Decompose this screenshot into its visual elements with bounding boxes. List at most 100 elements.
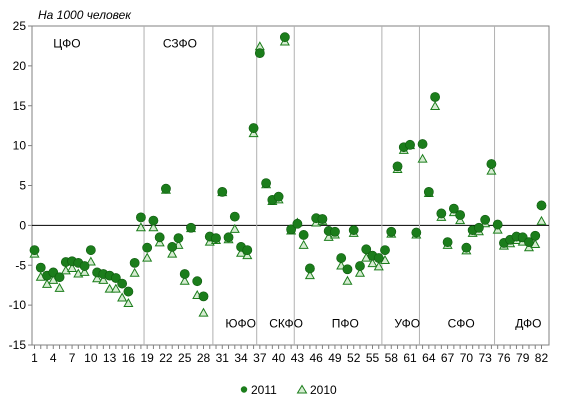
x-tick-label: 52 xyxy=(347,351,361,365)
data-point-2011 xyxy=(142,242,153,253)
data-point-2011 xyxy=(129,257,140,268)
data-point-2011 xyxy=(179,269,190,279)
data-point-2010 xyxy=(98,274,109,284)
x-axis-ticks: 1 4 7 10 13 16 19 22 25 28 31 34 37 40 43 46 49 52 55 58 61 6… xyxy=(31,345,548,365)
data-point-2010 xyxy=(142,252,153,262)
data-point-2011 xyxy=(29,245,40,255)
data-point-2010 xyxy=(167,248,178,258)
x-tick-label: 34 xyxy=(234,351,248,365)
data-point-2011 xyxy=(330,226,340,237)
x-tick-label: 76 xyxy=(497,351,511,365)
data-point-2011 xyxy=(211,233,221,244)
data-point-2010 xyxy=(417,153,428,163)
data-point-2010 xyxy=(60,265,71,275)
legend: 2011 2010 xyxy=(240,383,337,397)
data-point-2011 xyxy=(229,211,240,222)
data-point-2011 xyxy=(411,227,422,238)
y-axis-ticks: 25 20 15 10 5 0 -5 -10 -15 xyxy=(9,19,32,352)
data-point-2010 xyxy=(229,223,240,233)
data-point-2010 xyxy=(123,298,134,308)
x-tick-label: 13 xyxy=(103,351,117,365)
data-point-2011 xyxy=(286,224,297,235)
data-point-2011 xyxy=(342,264,353,275)
x-tick-label: 4 xyxy=(50,351,57,365)
legend-marker-2011 xyxy=(240,386,248,393)
data-point-2011 xyxy=(423,186,434,197)
data-point-2011 xyxy=(317,214,328,224)
data-point-2011 xyxy=(54,272,65,283)
district-separators xyxy=(143,26,496,345)
x-tick-label: 46 xyxy=(309,351,323,365)
legend-marker-2010 xyxy=(296,384,308,394)
data-point-2011 xyxy=(223,232,234,243)
data-point-2010 xyxy=(367,258,378,268)
y-tick-label: -10 xyxy=(9,298,27,312)
data-point-2011 xyxy=(254,48,265,59)
x-tick-label: 1 xyxy=(31,351,38,365)
legend-label-2011: 2011 xyxy=(251,383,277,397)
data-point-2011 xyxy=(242,245,253,255)
data-point-2011 xyxy=(198,291,209,302)
data-point-2011 xyxy=(392,161,403,172)
data-point-2011 xyxy=(355,261,365,271)
x-tick-label: 19 xyxy=(140,351,154,365)
data-point-2011 xyxy=(161,183,171,194)
x-tick-label: 61 xyxy=(403,351,417,365)
y-tick-label: 0 xyxy=(19,218,26,232)
data-point-2010 xyxy=(179,275,190,285)
data-point-2011 xyxy=(148,215,159,226)
x-tick-label: 22 xyxy=(159,351,173,365)
data-point-2011 xyxy=(79,261,90,271)
data-point-2010 xyxy=(430,101,441,111)
district-label: СКФО xyxy=(269,316,303,330)
data-point-2011 xyxy=(480,214,491,225)
district-labels: ЦФО СЗФО ЮФО СКФО ПФО УФО СФО ДФО xyxy=(53,37,541,331)
data-point-2011 xyxy=(273,191,284,202)
data-point-2011 xyxy=(473,222,484,233)
y-tick-label: 20 xyxy=(13,59,27,73)
data-point-2011 xyxy=(405,139,415,150)
data-point-2011 xyxy=(167,242,178,252)
x-tick-label: 7 xyxy=(69,351,76,365)
data-point-2011 xyxy=(536,200,547,211)
district-label: СЗФО xyxy=(163,37,197,51)
data-point-2010 xyxy=(323,231,334,241)
data-point-2011 xyxy=(442,237,453,248)
district-label: УФО xyxy=(394,316,420,330)
data-point-2011 xyxy=(217,186,228,197)
data-point-2010 xyxy=(486,165,497,175)
data-point-2010 xyxy=(304,270,315,280)
x-tick-label: 40 xyxy=(272,351,286,365)
district-label: СФО xyxy=(448,316,475,330)
y-tick-label: -5 xyxy=(15,258,26,272)
x-tick-label: 25 xyxy=(178,351,192,365)
data-point-2011 xyxy=(361,244,372,255)
data-point-2011 xyxy=(448,203,459,214)
x-tick-label: 64 xyxy=(422,351,436,365)
x-tick-label: 79 xyxy=(516,351,530,365)
data-point-2011 xyxy=(85,245,96,255)
data-point-2011 xyxy=(123,286,134,297)
data-point-2010 xyxy=(354,267,366,277)
data-point-2011 xyxy=(154,232,165,243)
district-label: ДФО xyxy=(515,316,541,330)
y-tick-label: 10 xyxy=(13,139,27,153)
data-point-2010 xyxy=(67,262,78,272)
series-2011 xyxy=(29,32,547,302)
data-point-2011 xyxy=(380,245,390,255)
data-point-2010 xyxy=(54,282,65,292)
data-point-2010 xyxy=(117,292,128,302)
data-point-2011 xyxy=(261,178,271,189)
data-point-2010 xyxy=(342,275,353,285)
plot-border xyxy=(31,25,550,346)
unit-label: На 1000 человек xyxy=(38,8,132,22)
data-point-2011 xyxy=(530,230,541,241)
data-point-2011 xyxy=(192,276,203,287)
data-point-2011 xyxy=(248,123,259,133)
data-point-2011 xyxy=(136,212,146,223)
data-point-2010 xyxy=(129,267,140,277)
district-label: ЦФО xyxy=(53,37,80,51)
x-tick-label: 49 xyxy=(328,351,342,365)
x-tick-label: 73 xyxy=(478,351,492,365)
